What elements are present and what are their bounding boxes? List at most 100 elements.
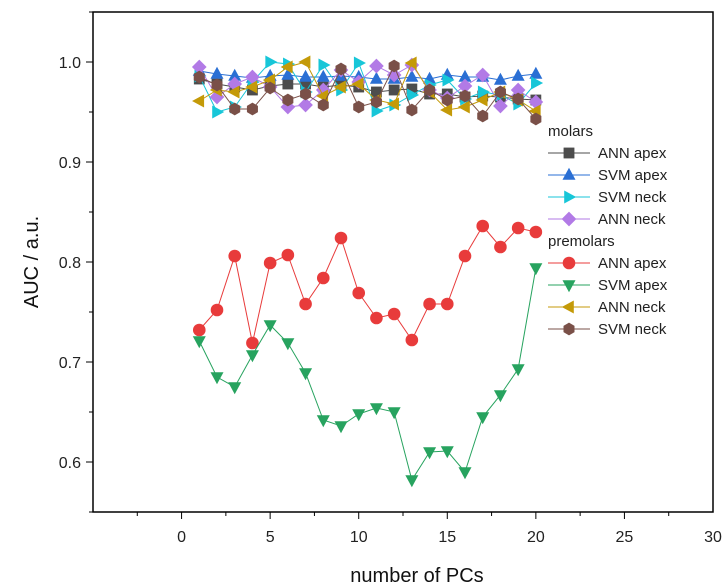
data-point-m_ann_neck (298, 97, 313, 113)
data-point-p_ann_neck (280, 60, 293, 74)
data-point-p_svm_apex (387, 407, 401, 420)
data-point-p_svm_neck (300, 87, 312, 101)
data-point-p_svm_apex (352, 409, 366, 422)
data-point-m_svm_apex (529, 66, 543, 79)
y-tick-label: 0.6 (59, 455, 81, 472)
data-point-p_ann_apex (440, 297, 454, 311)
data-point-p_svm_neck (353, 100, 365, 114)
data-point-p_ann_neck (351, 77, 364, 91)
data-point-p_ann_apex (387, 307, 401, 321)
data-point-m_svm_neck (353, 56, 366, 70)
data-point-m_svm_apex (369, 71, 383, 84)
data-point-p_svm_apex (263, 320, 277, 333)
data-point-p_svm_neck (477, 109, 489, 123)
data-point-m_ann_neck (475, 67, 491, 83)
data-point-p_ann_neck (227, 85, 240, 99)
data-point-p_ann_apex (529, 225, 543, 239)
data-point-m_ann_apex (282, 78, 294, 90)
legend-item-m_svm_neck: SVM neck (548, 189, 667, 206)
legend-marker (562, 280, 576, 293)
data-point-p_svm_neck (512, 92, 524, 106)
data-point-p_ann_apex (423, 297, 436, 311)
legend-marker (564, 190, 577, 204)
data-point-p_svm_apex (529, 263, 543, 276)
data-point-m_svm_apex (299, 69, 313, 82)
data-point-p_svm_neck (264, 81, 276, 95)
data-point-p_svm_apex (228, 382, 242, 395)
data-point-p_svm_apex (299, 368, 313, 381)
data-point-p_ann_neck (386, 97, 399, 111)
legend-label: ANN neck (598, 211, 666, 228)
legend-item-m_ann_neck: ANN neck (548, 211, 666, 228)
data-point-p_svm_apex (440, 446, 454, 459)
legend-item-p_svm_neck: SVM neck (548, 321, 667, 338)
data-point-m_svm_apex (493, 72, 507, 85)
data-point-m_svm_neck (265, 55, 278, 69)
data-point-p_svm_neck (335, 62, 347, 76)
x-tick-label: 20 (527, 529, 545, 546)
data-point-m_svm_neck (318, 58, 331, 72)
data-point-p_svm_apex (511, 364, 525, 377)
data-point-p_svm_neck (530, 112, 542, 126)
data-point-p_svm_apex (369, 403, 383, 416)
data-point-p_svm_apex (493, 390, 507, 403)
series-layer (191, 55, 544, 488)
data-point-p_svm_neck (193, 70, 205, 84)
y-tick-label: 1.0 (59, 55, 81, 72)
data-point-p_svm_apex (245, 350, 259, 363)
legend-marker (562, 167, 576, 180)
data-point-p_ann_apex (228, 249, 242, 263)
y-axis-title: AUC / a.u. (21, 216, 43, 308)
data-point-p_svm_neck (282, 93, 294, 107)
data-point-p_svm_apex (281, 338, 295, 351)
data-point-p_ann_neck (457, 100, 470, 114)
data-point-p_ann_apex (334, 231, 348, 245)
data-point-p_svm_apex (405, 475, 419, 488)
x-tick-label: 10 (350, 529, 368, 546)
legend-group-label: molars (548, 123, 593, 140)
data-point-p_ann_apex (192, 323, 206, 337)
legend-label: ANN apex (598, 145, 667, 162)
data-point-p_svm_neck (317, 98, 329, 112)
data-point-p_svm_apex (210, 372, 224, 385)
legend-marker (563, 147, 575, 159)
data-point-p_ann_neck (440, 103, 453, 117)
data-point-m_svm_neck (407, 88, 420, 102)
data-point-p_ann_neck (298, 55, 311, 69)
legend-item-p_ann_apex: ANN apex (548, 255, 667, 272)
data-point-p_ann_neck (245, 80, 258, 94)
legend-label: SVM apex (598, 167, 668, 184)
data-point-p_svm_neck (246, 102, 258, 116)
data-point-m_ann_neck (386, 67, 402, 83)
data-point-p_ann_apex (210, 303, 224, 317)
data-point-p_ann_apex (511, 221, 525, 235)
legend: molars ANN apex SVM apex SVM neck ANN neck pr… (548, 123, 668, 338)
x-tick-label: 25 (616, 529, 634, 546)
y-tick-label: 0.7 (59, 355, 81, 372)
data-point-p_svm_neck (406, 103, 418, 117)
x-tick-label: 30 (704, 529, 722, 546)
data-point-m_svm_neck (371, 104, 384, 118)
data-point-m_svm_apex (405, 69, 419, 82)
data-point-p_svm_apex (334, 421, 348, 434)
x-axis-title: number of PCs (350, 565, 483, 587)
legend-label: SVM apex (598, 277, 668, 294)
legend-item-m_ann_apex: ANN apex (548, 145, 667, 162)
x-tick-label: 5 (266, 529, 275, 546)
data-point-m_svm_neck (531, 76, 544, 90)
data-point-p_ann_neck (192, 94, 205, 108)
y-tick-label: 0.9 (59, 155, 81, 172)
data-point-p_ann_apex (405, 333, 419, 347)
legend-marker (561, 211, 577, 227)
data-point-p_svm_neck (441, 93, 453, 107)
legend-item-m_svm_apex: SVM apex (548, 167, 668, 184)
data-point-p_ann_apex (281, 248, 295, 262)
axis-ticks: 0 5 10 15 20 25 30 0.6 0.7 0.8 0.9 1.0 (59, 11, 722, 546)
series-line-p_svm_apex (198, 267, 537, 482)
data-point-p_ann_apex (246, 336, 259, 350)
series-p_ann_apex (192, 219, 543, 350)
data-point-p_svm_apex (423, 447, 437, 460)
series-m_ann_apex (193, 73, 542, 106)
data-point-p_svm_neck (370, 95, 382, 109)
